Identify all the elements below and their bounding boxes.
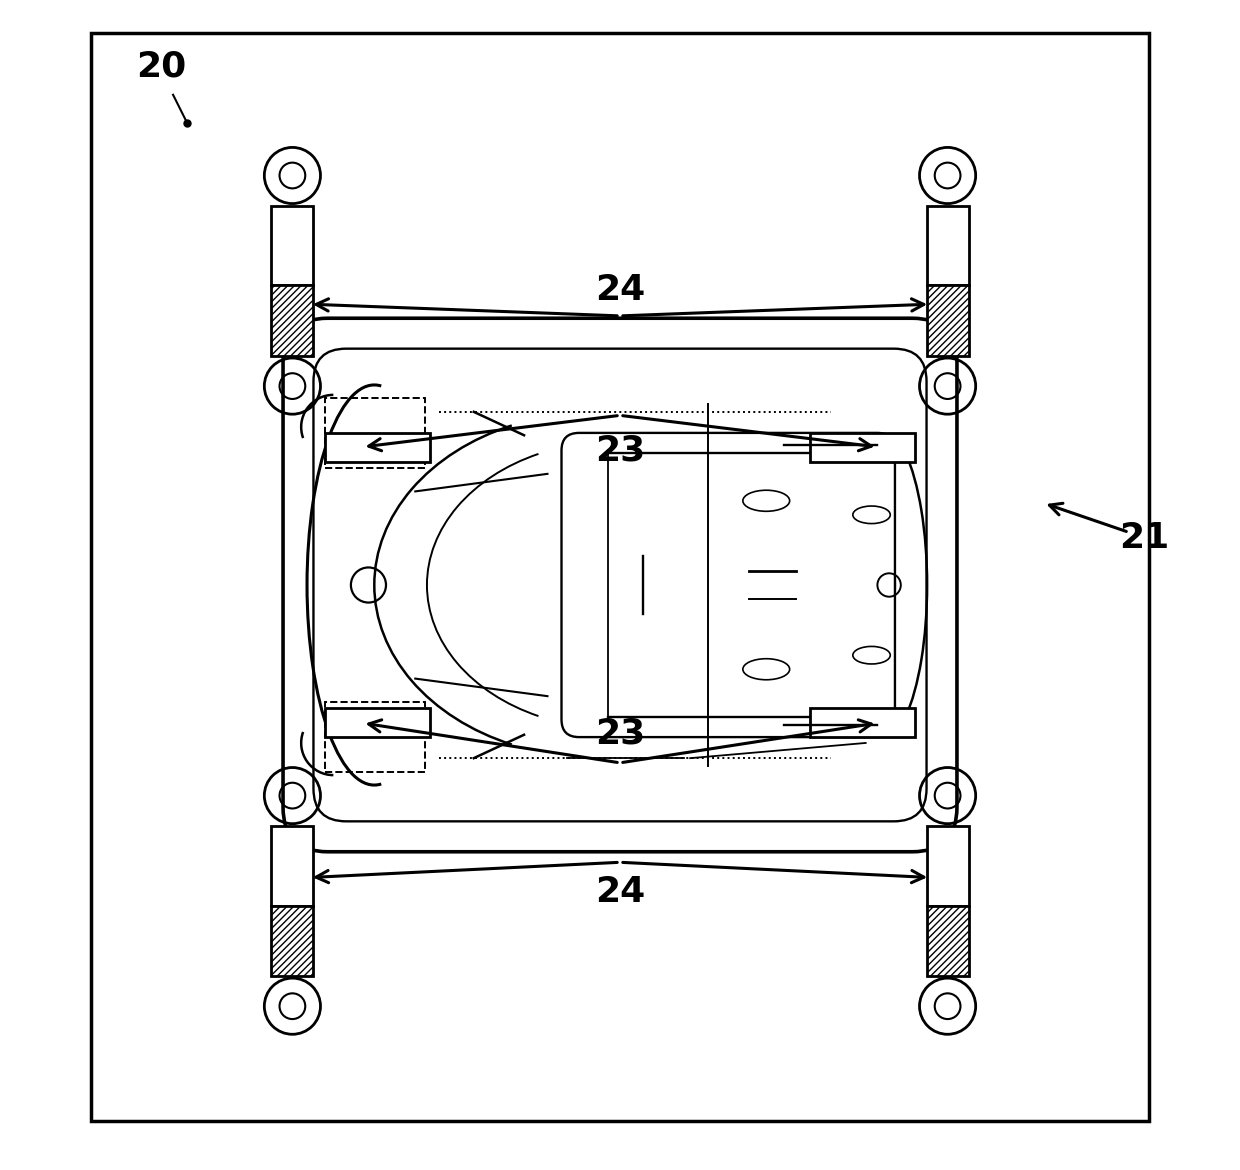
Bar xyxy=(325,708,430,737)
Bar xyxy=(926,826,968,906)
FancyBboxPatch shape xyxy=(283,318,957,852)
Bar xyxy=(272,285,314,356)
Text: 21: 21 xyxy=(1118,521,1169,556)
Bar xyxy=(926,206,968,285)
Ellipse shape xyxy=(853,646,890,665)
Ellipse shape xyxy=(743,659,790,680)
Bar xyxy=(325,398,424,468)
FancyBboxPatch shape xyxy=(562,433,895,737)
Bar xyxy=(325,702,424,772)
Ellipse shape xyxy=(743,490,790,511)
Text: 23: 23 xyxy=(595,716,645,751)
Bar xyxy=(325,433,430,462)
Text: 24: 24 xyxy=(595,874,645,909)
FancyBboxPatch shape xyxy=(314,349,926,821)
Text: 24: 24 xyxy=(595,273,645,308)
Text: 20: 20 xyxy=(136,49,186,84)
Text: 23: 23 xyxy=(595,433,645,468)
Bar xyxy=(926,285,968,356)
Bar xyxy=(272,906,314,976)
Bar xyxy=(272,206,314,285)
Bar xyxy=(810,708,915,737)
Bar xyxy=(272,826,314,906)
Ellipse shape xyxy=(853,505,890,523)
Bar xyxy=(810,433,915,462)
Bar xyxy=(926,906,968,976)
